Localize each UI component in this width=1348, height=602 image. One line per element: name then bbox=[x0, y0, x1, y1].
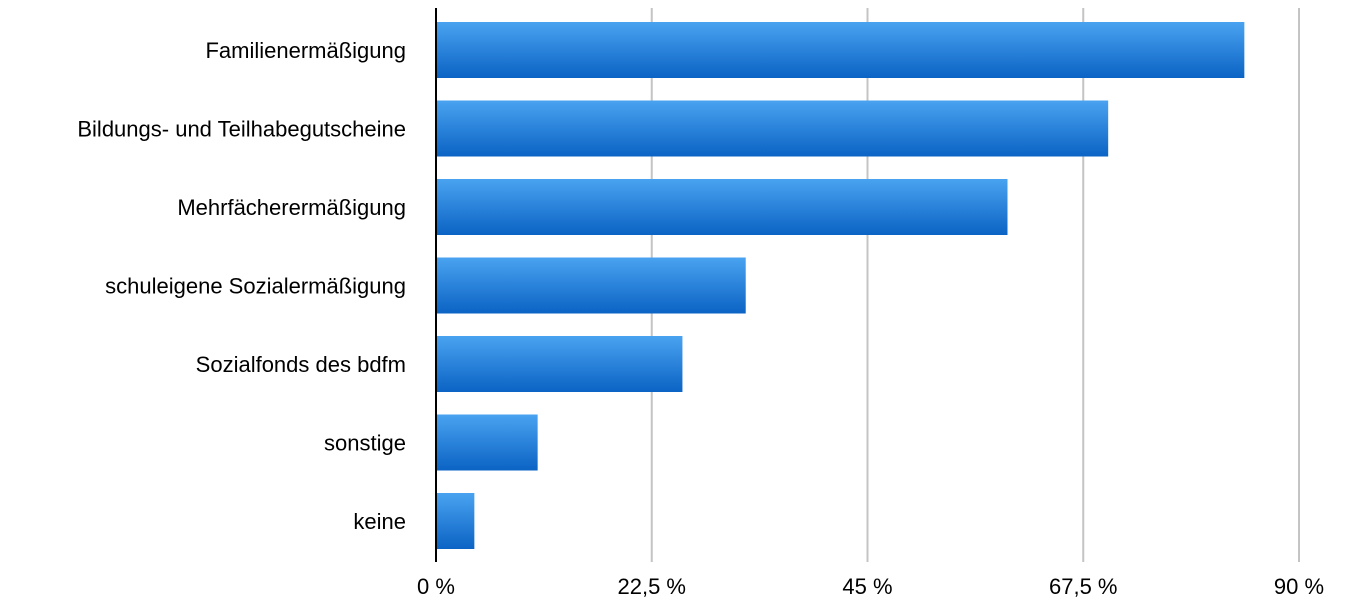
x-tick-label-2: 45 % bbox=[842, 574, 892, 599]
category-label-6: keine bbox=[353, 509, 406, 534]
bar-4 bbox=[436, 336, 683, 392]
bar-2 bbox=[436, 179, 1008, 235]
x-tick-label-3: 67,5 % bbox=[1049, 574, 1118, 599]
gridlines bbox=[650, 8, 1300, 562]
bar-6 bbox=[436, 493, 475, 549]
category-label-5: sonstige bbox=[324, 431, 406, 456]
bar-3 bbox=[436, 257, 746, 314]
x-tick-label-1: 22,5 % bbox=[618, 574, 687, 599]
x-tick-label-0: 0 % bbox=[417, 574, 455, 599]
category-label-0: Familienermäßigung bbox=[205, 38, 406, 63]
bar-1 bbox=[436, 100, 1109, 157]
bar-0 bbox=[436, 22, 1245, 78]
bars bbox=[436, 22, 1245, 549]
category-label-1: Bildungs- und Teilhabegutscheine bbox=[77, 117, 406, 142]
category-label-2: Mehrfächerermäßigung bbox=[177, 195, 406, 220]
x-tick-label-4: 90 % bbox=[1274, 574, 1324, 599]
labels: Familienermäßigung Bildungs- und Teilhabe… bbox=[77, 38, 1324, 599]
category-label-4: Sozialfonds des bdfm bbox=[196, 352, 406, 377]
bar-5 bbox=[436, 414, 538, 471]
category-label-3: schuleigene Sozialermäßigung bbox=[105, 274, 406, 299]
